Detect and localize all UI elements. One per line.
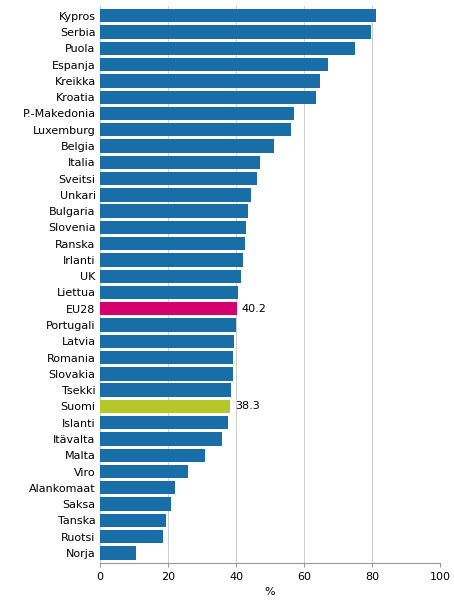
Bar [100, 188, 252, 201]
Bar [100, 416, 227, 430]
Bar [100, 107, 294, 120]
Text: 40.2: 40.2 [242, 304, 267, 314]
X-axis label: %: % [265, 587, 276, 597]
Bar [100, 155, 260, 169]
Bar [100, 448, 206, 462]
Bar [100, 318, 236, 332]
Bar [100, 367, 233, 381]
Bar [100, 514, 166, 527]
Bar [100, 351, 233, 364]
Bar [100, 204, 248, 218]
Bar [100, 253, 243, 267]
Bar [100, 74, 320, 88]
Bar [100, 481, 175, 494]
Bar [100, 465, 188, 478]
Bar [100, 91, 316, 104]
Bar [100, 335, 234, 348]
Bar [100, 58, 328, 71]
Bar [100, 546, 136, 560]
Bar [100, 530, 163, 543]
Bar [100, 270, 241, 283]
Bar [100, 497, 172, 511]
Bar [100, 9, 376, 22]
Bar [100, 433, 222, 446]
Bar [100, 400, 230, 413]
Text: 38.3: 38.3 [236, 401, 260, 411]
Bar [100, 139, 273, 152]
Bar [100, 123, 291, 136]
Bar [100, 25, 370, 39]
Bar [100, 302, 237, 315]
Bar [100, 286, 238, 299]
Bar [100, 172, 257, 185]
Bar [100, 221, 247, 234]
Bar [100, 237, 245, 250]
Bar [100, 384, 231, 397]
Bar [100, 42, 355, 55]
